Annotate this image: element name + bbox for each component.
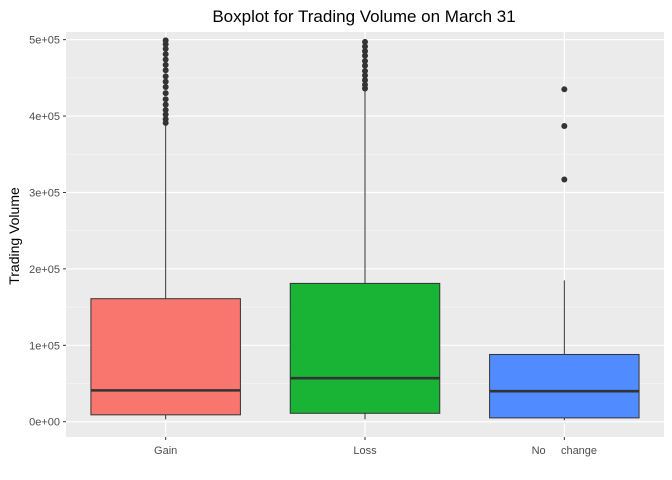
outlier-point	[162, 111, 169, 118]
outlier-point	[561, 176, 568, 183]
y-tick-label: 2e+05	[29, 264, 60, 276]
x-axis-ticks: Gain Loss No change	[154, 437, 597, 457]
outlier-point	[162, 90, 169, 97]
boxes	[90, 37, 640, 421]
box-gain	[90, 37, 241, 420]
outlier-point	[162, 45, 169, 52]
outlier-point	[362, 58, 368, 65]
outlier-point	[162, 84, 169, 91]
outlier-point	[162, 101, 169, 108]
outlier-point	[362, 77, 368, 84]
x-tick-label: Gain	[154, 445, 177, 457]
outlier-point	[362, 52, 368, 59]
x-tick-label: No change	[532, 445, 597, 457]
outlier-point	[362, 72, 368, 79]
box-body	[489, 353, 640, 419]
y-tick-label: 3e+05	[29, 187, 60, 199]
box-no-change	[489, 86, 640, 421]
outlier-point	[362, 48, 368, 55]
y-axis-label: Trading Volume	[6, 187, 22, 285]
y-tick-label: 4e+05	[29, 111, 60, 123]
y-axis-ticks: 0e+00 1e+05 2e+05 3e+05 4e+05 5e+05	[29, 35, 66, 429]
outlier-point	[162, 78, 169, 85]
outlier-point	[162, 116, 169, 123]
outlier-point	[162, 37, 169, 44]
outlier-point	[561, 86, 568, 93]
outlier-point	[162, 56, 169, 63]
box-body	[289, 282, 441, 414]
box-loss	[289, 38, 441, 420]
y-tick-label: 5e+05	[29, 35, 60, 47]
box-body	[90, 298, 241, 416]
outlier-point	[162, 61, 169, 68]
outlier-point	[561, 122, 568, 129]
outlier-point	[162, 73, 169, 80]
x-tick-label: Loss	[353, 445, 377, 457]
outlier-point	[162, 67, 169, 74]
outlier-point	[162, 106, 169, 113]
y-tick-label: 1e+05	[29, 340, 60, 352]
outlier-point	[162, 96, 169, 103]
outlier-point	[362, 81, 368, 88]
chart-title: Boxplot for Trading Volume on March 31	[212, 7, 515, 26]
y-tick-label: 0e+00	[29, 417, 60, 429]
outlier-point	[362, 38, 368, 45]
outlier-point	[362, 62, 368, 69]
outlier-point	[362, 67, 368, 74]
outlier-point	[162, 51, 169, 58]
outlier-point	[362, 43, 368, 50]
